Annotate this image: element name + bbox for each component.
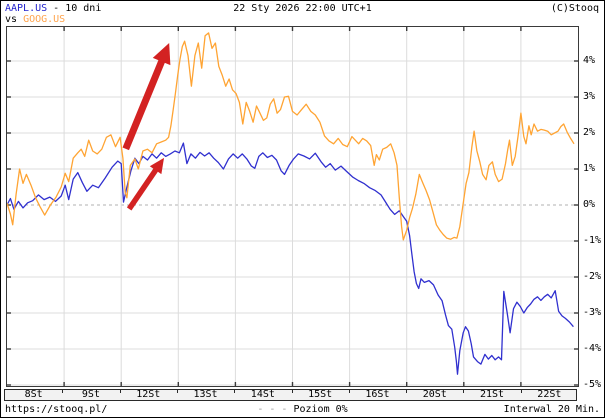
primary-symbol-label: AAPL.US xyxy=(5,3,48,14)
x-strip-tick xyxy=(463,390,465,393)
y-axis-tick-label: -4% xyxy=(583,343,602,354)
period-label: - 10 dni xyxy=(47,3,102,14)
interval-label: Interwal 20 Min. xyxy=(503,404,600,415)
series-line-aapl-us xyxy=(7,142,574,375)
dashed-line-sample: - - - xyxy=(257,404,294,415)
x-axis-label-strip: 8St 9St 12St 13St 14St 15St 16St 20St 21St 22St xyxy=(4,389,577,401)
chart-datetime: 22 Sty 2026 22:00 UTC+1 xyxy=(233,3,372,14)
zero-line-legend: - - - Poziom 0% xyxy=(1,404,604,415)
y-axis-tick-label: 2% xyxy=(583,127,596,138)
x-axis-tick-label: 14St xyxy=(250,389,275,400)
x-axis-tick-label: 20St xyxy=(422,389,447,400)
y-axis-tick-label: 3% xyxy=(583,91,596,102)
x-strip-tick xyxy=(62,390,64,393)
chart-svg xyxy=(7,27,578,386)
x-axis-tick-label: 21St xyxy=(480,389,505,400)
y-axis-tick-label: -1% xyxy=(583,235,602,246)
y-axis-tick-label: -5% xyxy=(583,379,602,390)
big-up-arrow-shaft xyxy=(122,58,166,151)
x-strip-tick xyxy=(234,390,236,393)
small-up-arrow-shaft xyxy=(126,167,159,211)
x-strip-tick xyxy=(119,390,121,393)
chart-title-line2: vs GOOG.US xyxy=(5,14,65,25)
vs-label: vs xyxy=(5,14,24,25)
x-strip-tick xyxy=(348,390,350,393)
y-axis-tick-label: 1% xyxy=(583,163,596,174)
zero-line-label: Poziom 0% xyxy=(293,404,348,415)
x-strip-tick xyxy=(520,390,522,393)
big-up-arrow-head xyxy=(152,43,171,66)
x-axis-tick-label: 8St xyxy=(24,389,43,400)
compare-symbol-label: GOOG.US xyxy=(23,14,66,25)
x-strip-tick xyxy=(406,390,408,393)
x-axis-tick-label: 15St xyxy=(308,389,333,400)
series-line-goog-us xyxy=(7,32,575,241)
source-url-label: https://stooq.pl/ xyxy=(5,404,108,415)
y-axis-tick-label: -3% xyxy=(583,307,602,318)
x-axis-tick-label: 16St xyxy=(365,389,390,400)
x-axis-tick-label: 22St xyxy=(537,389,562,400)
x-axis-tick-label: 13St xyxy=(193,389,218,400)
x-axis-tick-label: 9St xyxy=(81,389,100,400)
y-axis-tick-label: 0% xyxy=(583,199,596,210)
copyright-label: (C)Stooq xyxy=(550,3,599,14)
y-axis-tick-label: 4% xyxy=(583,55,596,66)
x-axis-tick-label: 12St xyxy=(136,389,161,400)
small-up-arrow-head xyxy=(149,157,165,175)
plot-area xyxy=(6,26,579,387)
chart-title-line1: AAPL.US - 10 dni xyxy=(5,3,101,14)
x-strip-tick xyxy=(176,390,178,393)
x-strip-tick xyxy=(291,390,293,393)
y-axis-tick-label: -2% xyxy=(583,271,602,282)
